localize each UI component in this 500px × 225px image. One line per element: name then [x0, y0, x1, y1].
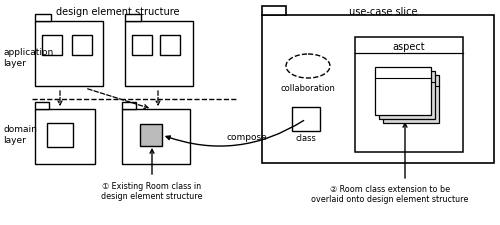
Bar: [35, 103, 49, 110]
Text: use-case slice: use-case slice: [349, 7, 417, 17]
Bar: [132, 36, 152, 56]
Bar: [292, 108, 320, 131]
Bar: [262, 16, 494, 163]
Text: aspect: aspect: [392, 42, 426, 52]
Bar: [262, 7, 286, 16]
Bar: [47, 124, 73, 147]
Bar: [379, 72, 435, 119]
Text: class: class: [296, 133, 316, 142]
Bar: [125, 15, 141, 22]
Bar: [140, 124, 162, 146]
Bar: [160, 36, 180, 56]
Bar: [383, 76, 439, 124]
Text: collaboration: collaboration: [280, 84, 336, 93]
Text: ① Existing Room class in
design element structure: ① Existing Room class in design element …: [102, 181, 203, 200]
Bar: [122, 110, 190, 164]
Bar: [375, 68, 431, 115]
Bar: [35, 15, 51, 22]
Text: domain
layer: domain layer: [3, 125, 37, 144]
Bar: [355, 38, 463, 152]
FancyArrowPatch shape: [166, 121, 304, 146]
Bar: [125, 22, 193, 87]
Text: compose: compose: [226, 133, 268, 142]
Bar: [42, 36, 62, 56]
Bar: [35, 22, 103, 87]
Text: design element structure: design element structure: [56, 7, 180, 17]
Text: application
layer: application layer: [3, 48, 53, 68]
Ellipse shape: [286, 55, 330, 79]
Text: ② Room class extension to be
overlaid onto design element structure: ② Room class extension to be overlaid on…: [312, 184, 468, 203]
Bar: [35, 110, 95, 164]
Bar: [122, 103, 136, 110]
Bar: [72, 36, 92, 56]
